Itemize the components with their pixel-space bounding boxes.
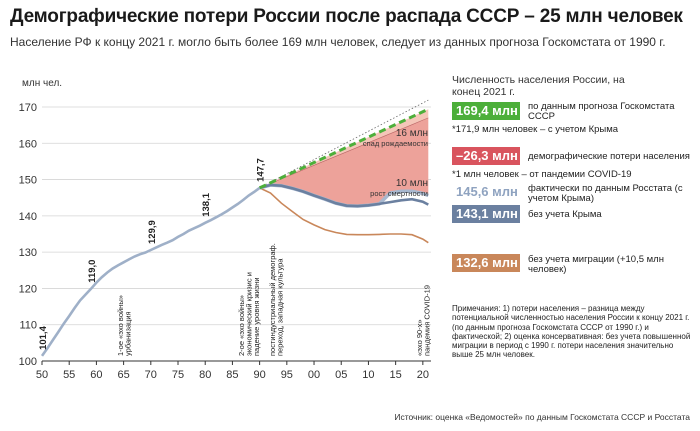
x-tick-label-2000: 00 [308, 369, 320, 381]
chart-notes: Примечания: 1) потери населения – разниц… [452, 304, 691, 360]
y-tick-label-160: 160 [19, 138, 37, 150]
y-tick-label-170: 170 [19, 102, 37, 114]
x-tick-label-2020: 20 [417, 369, 429, 381]
x-tick-label-1970: 70 [145, 369, 157, 381]
value-forecast-badge: 169,4 млн [452, 102, 520, 120]
x-tick-label-1960: 60 [90, 369, 102, 381]
annotation-1-line-0: 2-ое «эхо войны» [237, 295, 246, 356]
population-chart: 100 110 120 130 140 150 160 170 млн чел. 50 55 60 65… [19, 78, 432, 381]
value-actual-crimea-desc: фактически по данным Росстата (с учетом … [528, 183, 683, 204]
x-tick-label-1965: 65 [117, 369, 129, 381]
annotation-3-line-1: пандемия COVID-19 [423, 285, 432, 356]
chart-source: Источник: оценка «Ведомостей» по данным … [394, 412, 690, 422]
band-label-birth-value: 16 млн [396, 128, 428, 139]
data-label-4: 147,7 [256, 158, 267, 182]
band-label-mortality-text: рост смертности [370, 189, 428, 198]
band-birth-decline [259, 109, 429, 188]
x-tick-label-2010: 10 [362, 369, 374, 381]
band-label-birth-text: спад рождаемости [363, 139, 428, 148]
y-axis-label: млн чел. [22, 78, 62, 89]
y-tick-label-150: 150 [19, 175, 37, 187]
value-no-migration-desc: без учета миграции (+10,5 млн человек) [528, 254, 664, 275]
y-tick-label-110: 110 [19, 320, 37, 332]
value-actual-crimea-badge: 145,6 млн [456, 184, 518, 199]
data-label-3: 138,1 [201, 192, 212, 216]
band-label-mortality-value: 10 млн [396, 178, 428, 189]
x-tick-label-1990: 90 [253, 369, 265, 381]
value-no-migration-badge: 132,6 млн [452, 254, 520, 272]
data-label-1: 119,0 [87, 260, 98, 283]
y-tick-label-140: 140 [19, 211, 37, 223]
chart-title: Демографические потери России после расп… [10, 6, 683, 27]
x-tick-label-2005: 05 [335, 369, 347, 381]
x-tick-label-1975: 75 [172, 369, 184, 381]
value-loss-badge: –26,3 млн [452, 147, 520, 165]
data-label-2: 129,9 [147, 220, 158, 244]
y-tick-label-130: 130 [19, 247, 37, 259]
series-actual [259, 183, 429, 208]
panel-heading: Численность населения России, на конец 2… [452, 74, 625, 98]
series-forecast-crimea [259, 99, 429, 189]
x-tick-label-2015: 15 [390, 369, 402, 381]
y-tick-label-100: 100 [19, 356, 37, 368]
value-loss-note: *1 млн человек – от пандемии COVID-19 [452, 169, 632, 180]
series-forecast [258, 107, 429, 190]
data-label-0: 101,4 [38, 325, 49, 349]
series-trend [259, 117, 429, 189]
series-history [40, 186, 261, 357]
chart-subtitle: Население РФ к концу 2021 г. могло быть … [10, 35, 666, 49]
annotation-2-line-0: постиндустриальный демограф. [268, 243, 277, 356]
annotation-1-line-2: падение уровня жизни [252, 277, 261, 356]
x-tick-label-1995: 95 [281, 369, 293, 381]
value-actual-desc: без учета Крыма [528, 209, 602, 220]
annotation-0-line-1: урбанизация [123, 311, 132, 356]
annotation-2-line-1: переход, западная культура [276, 258, 285, 356]
value-forecast-note: *171,9 млн человек – с учетом Крыма [452, 124, 619, 135]
value-actual-badge: 143,1 млн [452, 205, 520, 223]
annotation-3-line-0: «эхо 90-х» [415, 319, 424, 356]
annotation-1-line-1: экономический кризис и [245, 272, 254, 356]
x-tick-label-1955: 55 [63, 369, 75, 381]
x-tick-label-1985: 85 [226, 369, 238, 381]
value-loss-desc: демографические потери населения [528, 151, 690, 162]
band-mortality [259, 117, 429, 207]
x-tick-label-1950: 50 [36, 369, 48, 381]
annotation-0-line-0: 1-ое «эхо войны» [116, 295, 125, 356]
series-no-migration [259, 187, 429, 244]
value-forecast-desc: по данным прогноза Госкомстата СССР [528, 101, 675, 122]
y-tick-label-120: 120 [19, 283, 37, 295]
x-tick-label-1980: 80 [199, 369, 211, 381]
